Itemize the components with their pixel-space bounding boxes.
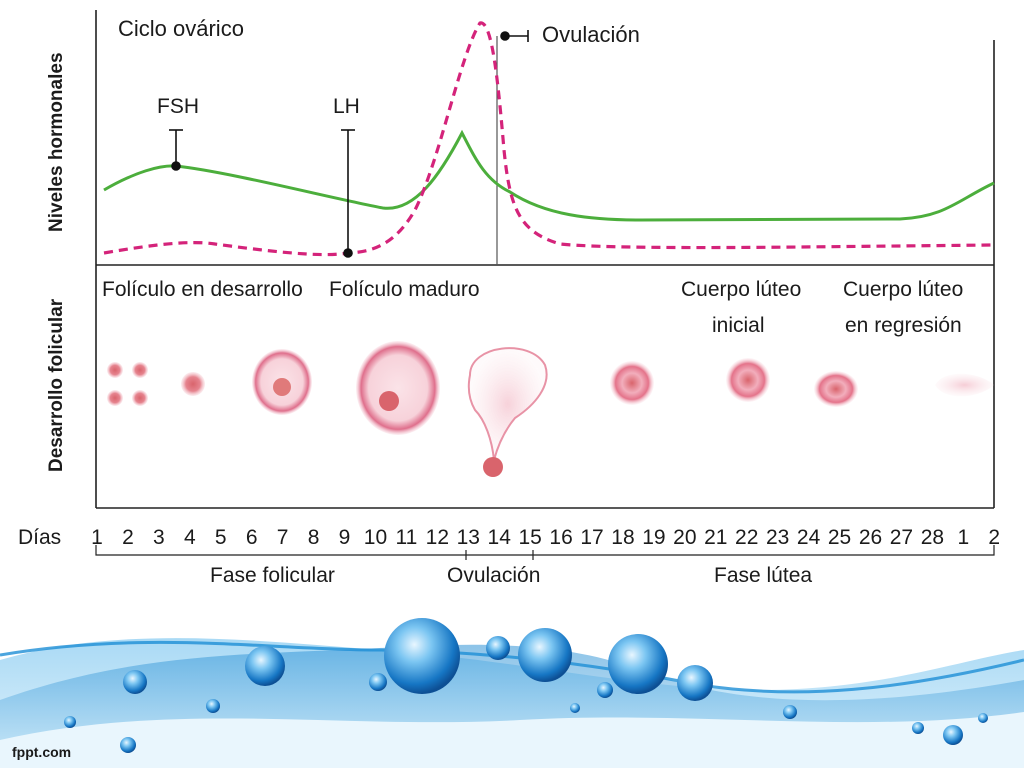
day-tick-label: 7 [276, 526, 289, 549]
day-tick-label: 4 [183, 526, 196, 549]
day-tick-label: 5 [214, 526, 227, 549]
corpus-luteum-2 [726, 358, 770, 402]
day-tick-label: 3 [153, 526, 165, 549]
follicle-ovulating [467, 347, 548, 477]
day-tick-label: 1 [957, 526, 970, 549]
ovulation-marker [500, 30, 529, 42]
day-tick-label: 22 [735, 526, 759, 549]
follicle-primary [181, 372, 205, 396]
days-axis-label: Días [18, 526, 62, 549]
follicle-mature-shape [356, 341, 440, 435]
day-tick-label: 23 [765, 526, 790, 549]
follicle-secondary [252, 349, 312, 415]
day-tick-label: 12 [425, 526, 449, 549]
ovulation-hormone-label: Ovulación [542, 22, 640, 47]
label-mature-follicle: Folículo maduro [329, 278, 480, 301]
day-tick-label: 17 [580, 526, 604, 549]
fsh-marker [169, 129, 183, 171]
phase-brackets [95, 545, 995, 560]
label-early-corpus-luteum-line2: inicial [712, 314, 765, 337]
diagram-title: Ciclo ovárico [118, 16, 244, 41]
corpus-luteum-3 [814, 371, 858, 407]
lh-label: LH [333, 95, 360, 118]
diagram-frame [95, 10, 995, 509]
y-axis-label-follicular-development: Desarrollo folicular [46, 298, 67, 472]
day-tick-label: 21 [704, 526, 728, 549]
day-tick-label: 24 [796, 526, 821, 549]
day-tick-label: 26 [858, 526, 883, 549]
day-tick-label: 2 [988, 526, 1001, 549]
phase-follicular-label: Fase folicular [210, 564, 335, 587]
fsh-curve [103, 129, 995, 222]
day-tick-label: 13 [456, 526, 480, 549]
day-tick-label: 20 [673, 526, 697, 549]
follicle-primordial-group [107, 362, 148, 406]
phase-ovulation-label: Ovulación [447, 564, 541, 587]
day-tick-label: 28 [920, 526, 945, 549]
day-tick-label: 10 [363, 526, 388, 549]
fsh-label: FSH [157, 95, 199, 118]
day-tick-label: 27 [889, 526, 914, 549]
water-wave-decoration [0, 618, 1024, 768]
label-early-corpus-luteum-line1: Cuerpo lúteo [681, 278, 802, 301]
day-tick-label: 1 [91, 526, 103, 549]
day-tick-label: 25 [827, 526, 852, 549]
day-tick-label: 9 [338, 526, 351, 549]
y-axis-label-hormone-levels: Niveles hormonales [46, 52, 67, 232]
lh-curve [103, 21, 995, 257]
lh-marker [341, 129, 355, 258]
day-tick-label: 15 [518, 526, 542, 549]
day-tick-label: 11 [395, 526, 418, 549]
label-developing-follicle: Folículo en desarrollo [102, 278, 303, 301]
corpus-luteum-1 [610, 361, 654, 405]
day-tick-label: 2 [122, 526, 134, 549]
phase-luteal-label: Fase lútea [714, 564, 813, 587]
corpus-albicans [935, 373, 994, 397]
day-tick-label: 14 [487, 526, 511, 549]
label-regressing-corpus-luteum-line1: Cuerpo lúteo [843, 278, 964, 301]
label-regressing-corpus-luteum-line2: en regresión [845, 314, 962, 337]
day-tick-label: 6 [245, 526, 258, 549]
day-tick-label: 19 [642, 526, 666, 549]
day-tick-label: 8 [307, 526, 320, 549]
day-tick-label: 16 [549, 526, 573, 549]
day-tick-label: 18 [611, 526, 635, 549]
footer-brand: fppt.com [12, 744, 72, 760]
